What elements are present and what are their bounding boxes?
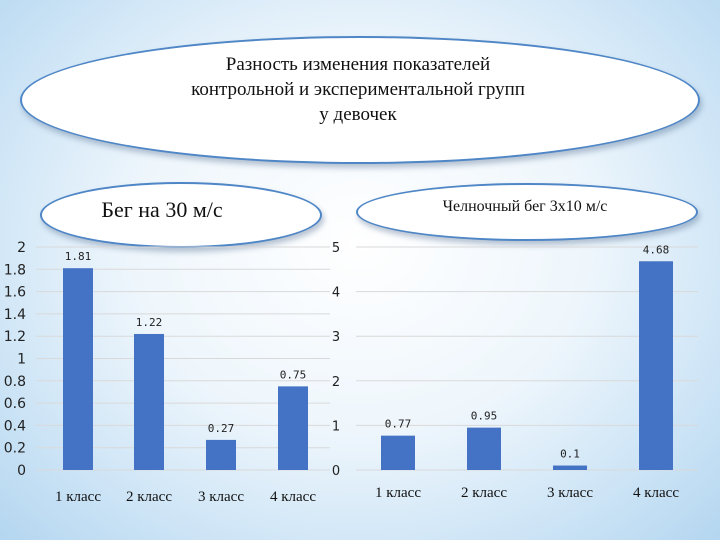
right-value-label: 0.95 [471, 410, 498, 423]
left-value-label: 1.22 [136, 316, 163, 329]
right-value-label: 4.68 [643, 243, 670, 256]
right-bar [639, 261, 673, 470]
left-bar [278, 386, 308, 470]
left-bar [206, 439, 236, 470]
left-y-tick-label: 0 [17, 463, 26, 479]
right-y-tick-label: 0 [332, 464, 340, 479]
left-y-tick-label: 0.8 [4, 374, 26, 390]
left-y-tick-label: 0.6 [4, 396, 26, 412]
right-y-tick-label: 1 [332, 419, 340, 434]
right-bar [381, 435, 415, 470]
left-category-label: 4 класс [270, 489, 316, 505]
right-y-tick-label: 4 [332, 286, 340, 301]
right-chart-title: Челночный бег 3х10 м/с [442, 198, 608, 215]
left-category-label: 2 класс [126, 489, 172, 505]
left-value-label: 0.75 [280, 368, 307, 381]
left-value-label: 1.81 [65, 250, 92, 263]
left-y-tick-label: 2 [17, 240, 26, 256]
right-value-label: 0.1 [560, 448, 580, 461]
right-y-tick-label: 2 [332, 375, 340, 390]
left-y-tick-label: 0.2 [4, 441, 26, 457]
left-bar [63, 268, 93, 470]
left-bar [134, 333, 164, 470]
left-y-tick-label: 1 [17, 352, 26, 368]
right-chart-title-bubble [356, 183, 698, 241]
title-bubble [20, 36, 700, 164]
right-bar [467, 427, 501, 470]
left-y-tick-label: 1.2 [4, 329, 26, 345]
right-category-label: 1 класс [375, 485, 421, 501]
right-category-label: 4 класс [633, 485, 679, 501]
left-category-label: 3 класс [198, 489, 244, 505]
right-bar [553, 465, 587, 470]
right-category-label: 3 класс [547, 485, 593, 501]
left-y-tick-label: 1.8 [4, 262, 26, 278]
right-y-tick-label: 3 [332, 330, 340, 345]
right-value-label: 0.77 [385, 418, 412, 431]
left-category-label: 1 класс [55, 489, 101, 505]
left-value-label: 0.27 [208, 422, 235, 435]
right-y-tick-label: 5 [332, 241, 340, 256]
page-title: Разность изменения показателей контрольн… [191, 54, 525, 125]
left-y-tick-label: 0.4 [4, 418, 26, 434]
right-category-label: 2 класс [461, 485, 507, 501]
left-y-tick-label: 1.6 [4, 285, 26, 301]
left-chart-title: Бег на 30 м/с [101, 197, 223, 222]
left-y-tick-label: 1.4 [4, 307, 26, 323]
